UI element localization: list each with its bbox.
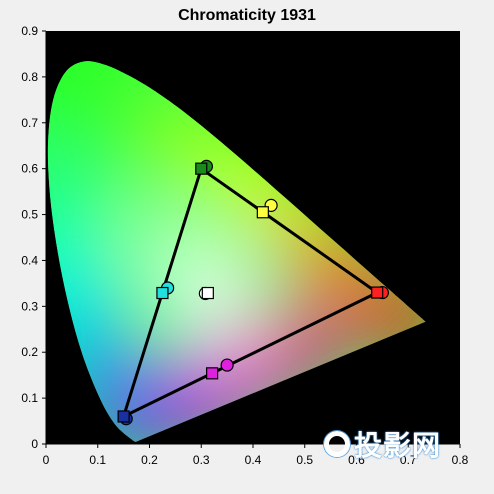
projector-logo-icon (324, 431, 350, 457)
target-point-magenta (206, 367, 219, 380)
target-point-yellow (256, 206, 269, 219)
y-tick-label: 0.2 (21, 345, 38, 359)
x-tick-label: 0.8 (452, 453, 469, 467)
y-tick-label: 0.9 (21, 24, 38, 38)
target-point-blue (117, 410, 130, 423)
target-point-red (371, 286, 384, 299)
x-tick-label: 0.1 (89, 453, 106, 467)
y-tick-label: 0.4 (21, 253, 38, 267)
target-point-white (201, 286, 214, 300)
x-tick-label: 0.3 (193, 453, 210, 467)
measured-point-magenta (220, 358, 234, 372)
x-tick-label: 0.5 (296, 453, 313, 467)
watermark-text: 投影网 (354, 429, 442, 462)
y-tick-label: 0.7 (21, 116, 38, 130)
y-tick-label: 0.1 (21, 391, 38, 405)
y-tick-label: 0.6 (21, 162, 38, 176)
x-tick-label: 0.6 (348, 453, 365, 467)
target-point-cyan (156, 286, 169, 300)
x-tick-label: 0.7 (400, 453, 417, 467)
y-tick-label: 0 (31, 437, 38, 451)
y-tick-label: 0.8 (21, 70, 38, 84)
target-point-green (195, 162, 208, 175)
x-tick-label: 0 (43, 453, 50, 467)
chart-title: Chromaticity 1931 (178, 7, 316, 24)
x-tick-label: 0.4 (245, 453, 262, 467)
color-points (117, 159, 389, 426)
axes: 0 0.1 0.2 0.3 0.4 0.5 0.6 0.7 0.8 0 0.1 0.2 0.3 0.4 0.… (21, 24, 468, 467)
x-tick-label: 0.2 (141, 453, 158, 467)
watermark: 投影网 (324, 426, 441, 462)
y-tick-label: 0.5 (21, 208, 38, 222)
y-tick-label: 0.3 (21, 299, 38, 313)
